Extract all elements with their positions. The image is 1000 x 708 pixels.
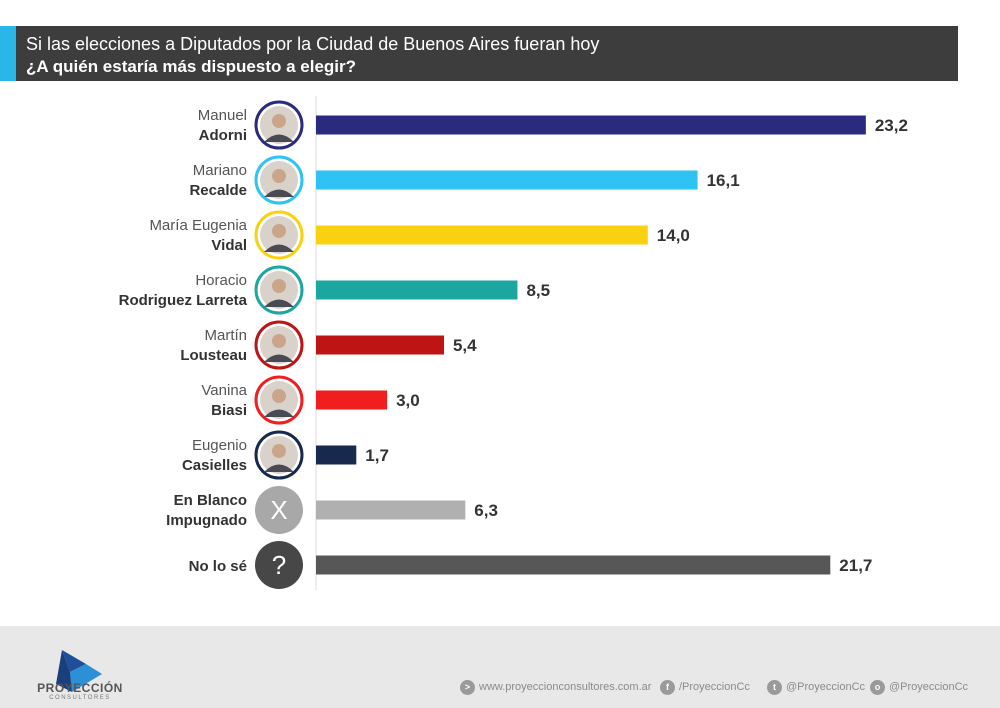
website-icon: > — [460, 679, 475, 695]
twitter-icon: t — [767, 679, 782, 695]
bar-lousteau[interactable] — [316, 335, 444, 355]
avatar-head — [272, 224, 286, 238]
website-link[interactable]: > www.proyeccionconsultores.com.ar — [460, 679, 651, 695]
question-icon — [255, 541, 303, 589]
avatar-head — [272, 334, 286, 348]
category-label-first: Eugenio — [192, 437, 247, 454]
instagram-link[interactable]: o @ProyeccionCc — [870, 679, 968, 695]
chart-title: Si las elecciones a Diputados por la Ciu… — [26, 34, 600, 54]
chart-header: Si las elecciones a Diputados por la Ciu… — [0, 26, 958, 81]
data-label-lousteau: 5,4 — [453, 336, 477, 355]
avatar-shoulders — [264, 189, 294, 197]
bar-biasi[interactable] — [316, 390, 388, 410]
category-label-first: María Eugenia — [149, 217, 247, 234]
bar-vidal[interactable] — [316, 225, 648, 245]
avatar-shoulders — [264, 134, 294, 142]
bar-casielles[interactable] — [316, 445, 357, 465]
bar-rodriguez-larreta[interactable] — [316, 280, 518, 300]
twitter-link[interactable]: t @ProyeccionCc — [767, 679, 865, 695]
avatar-head — [272, 389, 286, 403]
data-label-casielles: 1,7 — [365, 446, 389, 465]
proyeccion-logo-icon — [56, 650, 102, 692]
avatar-shoulders — [264, 244, 294, 252]
header-accent-bar — [0, 26, 16, 81]
category-label-first: Martín — [204, 327, 247, 344]
category-label-last: Lousteau — [180, 347, 247, 364]
category-label-first: En Blanco — [174, 492, 247, 509]
bar-chart: Manuel Adorni 23,2 Mariano Recalde 16,1 María … — [119, 96, 908, 590]
facebook-link[interactable]: f /ProyeccionCc — [660, 679, 750, 695]
bar-recalde[interactable] — [316, 170, 698, 190]
data-label-recalde: 16,1 — [707, 171, 740, 190]
chart-question: ¿A quién estaría más dispuesto a elegir? — [26, 57, 357, 76]
avatar-head — [272, 169, 286, 183]
category-label: No lo sé — [189, 558, 247, 575]
category-label-last: Impugnado — [166, 512, 247, 529]
data-label-biasi: 3,0 — [396, 391, 420, 410]
website-text: www.proyeccionconsultores.com.ar — [479, 681, 652, 693]
brand-name: PROYECCIÓN — [37, 681, 123, 695]
facebook-icon: f — [660, 679, 675, 695]
x-icon — [255, 486, 303, 534]
footer: PROYECCIÓN CONSULTORES > www.proyeccionc… — [0, 626, 1000, 708]
question-icon-glyph: ? — [272, 550, 286, 580]
category-label-last: Biasi — [211, 402, 247, 419]
category-label-first: Manuel — [198, 107, 247, 124]
instagram-text: @ProyeccionCc — [889, 681, 969, 693]
data-label-adorni: 23,2 — [875, 116, 908, 135]
avatar-head — [272, 444, 286, 458]
bar-no-lo-s-[interactable] — [316, 555, 831, 575]
data-label-vidal: 14,0 — [657, 226, 690, 245]
bar-adorni[interactable] — [316, 115, 866, 135]
data-label-rodriguez-larreta: 8,5 — [526, 281, 550, 300]
category-label-last: Recalde — [189, 182, 247, 199]
instagram-icon: o — [870, 679, 885, 695]
avatar-shoulders — [264, 409, 294, 417]
data-label-no-lo-s-: 21,7 — [839, 556, 872, 575]
category-label-last: Vidal — [211, 237, 247, 254]
category-label-last: Casielles — [182, 457, 247, 474]
facebook-text: /ProyeccionCc — [679, 681, 750, 693]
avatar-shoulders — [264, 354, 294, 362]
category-label-last: Adorni — [199, 127, 247, 144]
category-label-first: Horacio — [195, 272, 247, 289]
avatar-head — [272, 114, 286, 128]
avatar-shoulders — [264, 299, 294, 307]
twitter-text: @ProyeccionCc — [786, 681, 866, 693]
category-label-last: Rodriguez Larreta — [119, 292, 248, 309]
category-label-first: Mariano — [193, 162, 247, 179]
bar-impugnado[interactable] — [316, 500, 466, 520]
data-label-impugnado: 6,3 — [474, 501, 498, 520]
category-label-first: Vanina — [201, 382, 247, 399]
brand-subtitle: CONSULTORES — [49, 695, 111, 701]
avatar-head — [272, 279, 286, 293]
avatar-shoulders — [264, 464, 294, 472]
x-icon-glyph: X — [270, 495, 287, 525]
